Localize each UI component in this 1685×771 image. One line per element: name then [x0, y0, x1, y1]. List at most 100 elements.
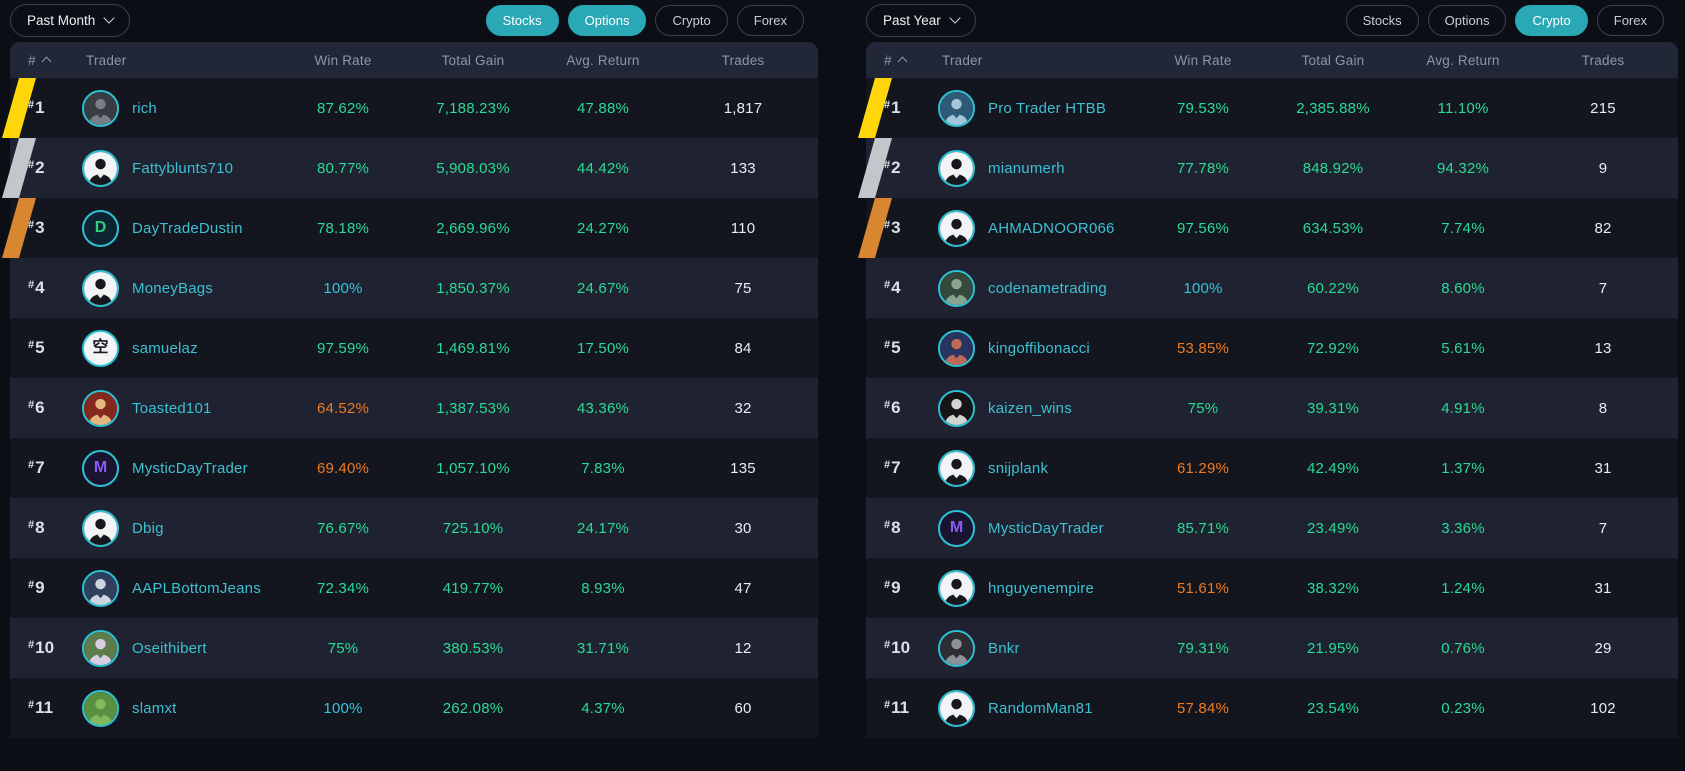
filter-chip-options[interactable]: Options: [1427, 4, 1507, 36]
filter-chip-stocks[interactable]: Stocks: [485, 4, 559, 36]
rank-hash: #: [28, 459, 35, 471]
trader-cell: slamxt: [82, 689, 278, 727]
rank-badge: #11: [866, 698, 938, 718]
table-header: # Trader Win Rate Total Gain Avg. Return Trad…: [10, 42, 818, 78]
avatar: [938, 629, 975, 667]
win-rate-value: 76.67%: [316, 519, 370, 537]
win-rate-value: 69.40%: [316, 459, 370, 477]
avg-return-value: 0.76%: [1441, 639, 1485, 657]
win-rate-value: 79.53%: [1176, 99, 1230, 117]
panel-toolbar: Past Year Stocks Options Crypto Forex: [866, 0, 1678, 40]
trader-name[interactable]: MysticDayTrader: [988, 519, 1104, 537]
win-rate-value: 57.84%: [1176, 699, 1230, 717]
table-row[interactable]: #3 D DayTradeDustin 78.18% 2,669.96% 24.…: [2, 198, 818, 258]
table-row[interactable]: #10 Bnkr 79.31% 21.95% 0.76% 29: [866, 618, 1678, 678]
table-row[interactable]: #7 snijplank 61.29% 42.49% 1.37% 31: [866, 438, 1678, 498]
trader-cell: hnguyenempire: [938, 569, 1138, 607]
total-gain-value: 60.22%: [1306, 279, 1360, 297]
win-rate-value: 64.52%: [316, 399, 370, 417]
period-dropdown[interactable]: Past Month: [10, 3, 131, 37]
total-gain-value: 2,669.96%: [436, 219, 510, 237]
rank-hash: #: [884, 219, 891, 231]
table-row[interactable]: #8 M MysticDayTrader 85.71% 23.49% 3.36%…: [866, 498, 1678, 558]
trader-name[interactable]: Toasted101: [132, 399, 212, 417]
trader-name[interactable]: samuelaz: [132, 339, 198, 357]
table-row[interactable]: #5 kingoffibonacci 53.85% 72.92% 5.61% 1…: [866, 318, 1678, 378]
trader-name[interactable]: Bnkr: [988, 639, 1020, 657]
table-row[interactable]: #8 Dbig 76.67% 725.10% 24.17% 30: [10, 498, 818, 558]
trader-name[interactable]: DayTradeDustin: [132, 219, 243, 237]
table-row[interactable]: #5 空 samuelaz 97.59% 1,469.81% 17.50% 84: [10, 318, 818, 378]
leaderboard-panel: Past Month Stocks Options Crypto Forex # Tra…: [2, 0, 818, 738]
table-row[interactable]: #11 slamxt 100% 262.08% 4.37% 60: [10, 678, 818, 738]
trader-name[interactable]: RandomMan81: [988, 699, 1093, 717]
trader-name[interactable]: MoneyBags: [132, 279, 214, 297]
trader-name[interactable]: AHMADNOOR066: [988, 219, 1115, 237]
table-row[interactable]: #6 Toasted101 64.52% 1,387.53% 43.36% 32: [10, 378, 818, 438]
table-row[interactable]: #2 Fattyblunts710 80.77% 5,908.03% 44.42…: [2, 138, 818, 198]
filter-chip-forex[interactable]: Forex: [1596, 4, 1664, 36]
trader-name[interactable]: Dbig: [132, 519, 164, 537]
filter-chip-crypto[interactable]: Crypto: [1515, 4, 1588, 36]
trader-name[interactable]: kaizen_wins: [988, 399, 1072, 417]
rank-badge: #5: [10, 338, 82, 358]
column-header--[interactable]: #: [10, 53, 82, 68]
rank-hash: #: [884, 99, 891, 111]
trader-cell: M MysticDayTrader: [82, 449, 278, 487]
trader-name[interactable]: Pro Trader HTBB: [988, 99, 1107, 117]
table-row[interactable]: #6 kaizen_wins 75% 39.31% 4.91% 8: [866, 378, 1678, 438]
leaderboard-table: # Trader Win Rate Total Gain Avg. Return Trad…: [858, 42, 1678, 738]
trader-name[interactable]: Oseithibert: [132, 639, 207, 657]
table-row[interactable]: #1 Pro Trader HTBB 79.53% 2,385.88% 11.1…: [858, 78, 1678, 138]
avatar: M: [82, 449, 119, 487]
column-header-label: Trades: [1581, 52, 1625, 68]
total-gain-value: 1,387.53%: [436, 399, 510, 417]
table-row[interactable]: #4 MoneyBags 100% 1,850.37% 24.67% 75: [10, 258, 818, 318]
table-row[interactable]: #7 M MysticDayTrader 69.40% 1,057.10% 7.…: [10, 438, 818, 498]
filter-chip-crypto[interactable]: Crypto: [655, 4, 728, 36]
period-dropdown[interactable]: Past Year: [866, 3, 976, 37]
avatar: M: [938, 509, 975, 547]
filter-chip-stocks[interactable]: Stocks: [1345, 4, 1419, 36]
column-header-label: Avg. Return: [1426, 52, 1500, 68]
trader-name[interactable]: rich: [132, 99, 157, 117]
table-row[interactable]: #3 AHMADNOOR066 97.56% 634.53% 7.74% 82: [858, 198, 1678, 258]
rank-badge: #5: [866, 338, 938, 358]
trader-name[interactable]: hnguyenempire: [988, 579, 1095, 597]
table-row[interactable]: #1 rich 87.62% 7,188.23% 47.88% 1,817: [2, 78, 818, 138]
trader-name[interactable]: slamxt: [132, 699, 177, 717]
column-header--[interactable]: #: [866, 53, 938, 68]
trader-name[interactable]: kingoffibonacci: [988, 339, 1090, 357]
trades-value: 12: [734, 639, 752, 657]
trader-cell: kingoffibonacci: [938, 329, 1138, 367]
column-header-label: Win Rate: [1174, 52, 1232, 68]
avatar-glyph: M: [93, 459, 108, 476]
panel-toolbar: Past Month Stocks Options Crypto Forex: [10, 0, 818, 40]
avg-return-value: 94.32%: [1436, 159, 1490, 177]
table-row[interactable]: #9 hnguyenempire 51.61% 38.32% 1.24% 31: [866, 558, 1678, 618]
table-header: # Trader Win Rate Total Gain Avg. Return Trad…: [866, 42, 1678, 78]
trader-name[interactable]: mianumerh: [988, 159, 1065, 177]
table-row[interactable]: #11 RandomMan81 57.84% 23.54% 0.23% 102: [866, 678, 1678, 738]
total-gain-value: 23.54%: [1306, 699, 1360, 717]
trader-name[interactable]: Fattyblunts710: [132, 159, 234, 177]
rank-hash: #: [884, 399, 891, 411]
avg-return-value: 24.17%: [576, 519, 630, 537]
rank-hash: #: [884, 579, 891, 591]
trader-name[interactable]: codenametrading: [988, 279, 1107, 297]
table-row[interactable]: #2 mianumerh 77.78% 848.92% 94.32% 9: [858, 138, 1678, 198]
trader-name[interactable]: MysticDayTrader: [132, 459, 248, 477]
table-row[interactable]: #9 AAPLBottomJeans 72.34% 419.77% 8.93% …: [10, 558, 818, 618]
trader-cell: Toasted101: [82, 389, 278, 427]
table-row[interactable]: #10 Oseithibert 75% 380.53% 31.71% 12: [10, 618, 818, 678]
avatar: [938, 329, 975, 367]
trader-name[interactable]: AAPLBottomJeans: [132, 579, 261, 597]
trader-name[interactable]: snijplank: [988, 459, 1049, 477]
column-header-label: Trades: [721, 52, 765, 68]
table-row[interactable]: #4 codenametrading 100% 60.22% 8.60% 7: [866, 258, 1678, 318]
rank-hash: #: [884, 459, 891, 471]
filter-chip-options[interactable]: Options: [567, 4, 647, 36]
avatar-glyph: M: [949, 519, 964, 536]
filter-chip-forex[interactable]: Forex: [736, 4, 804, 36]
total-gain-value: 848.92%: [1302, 159, 1364, 177]
